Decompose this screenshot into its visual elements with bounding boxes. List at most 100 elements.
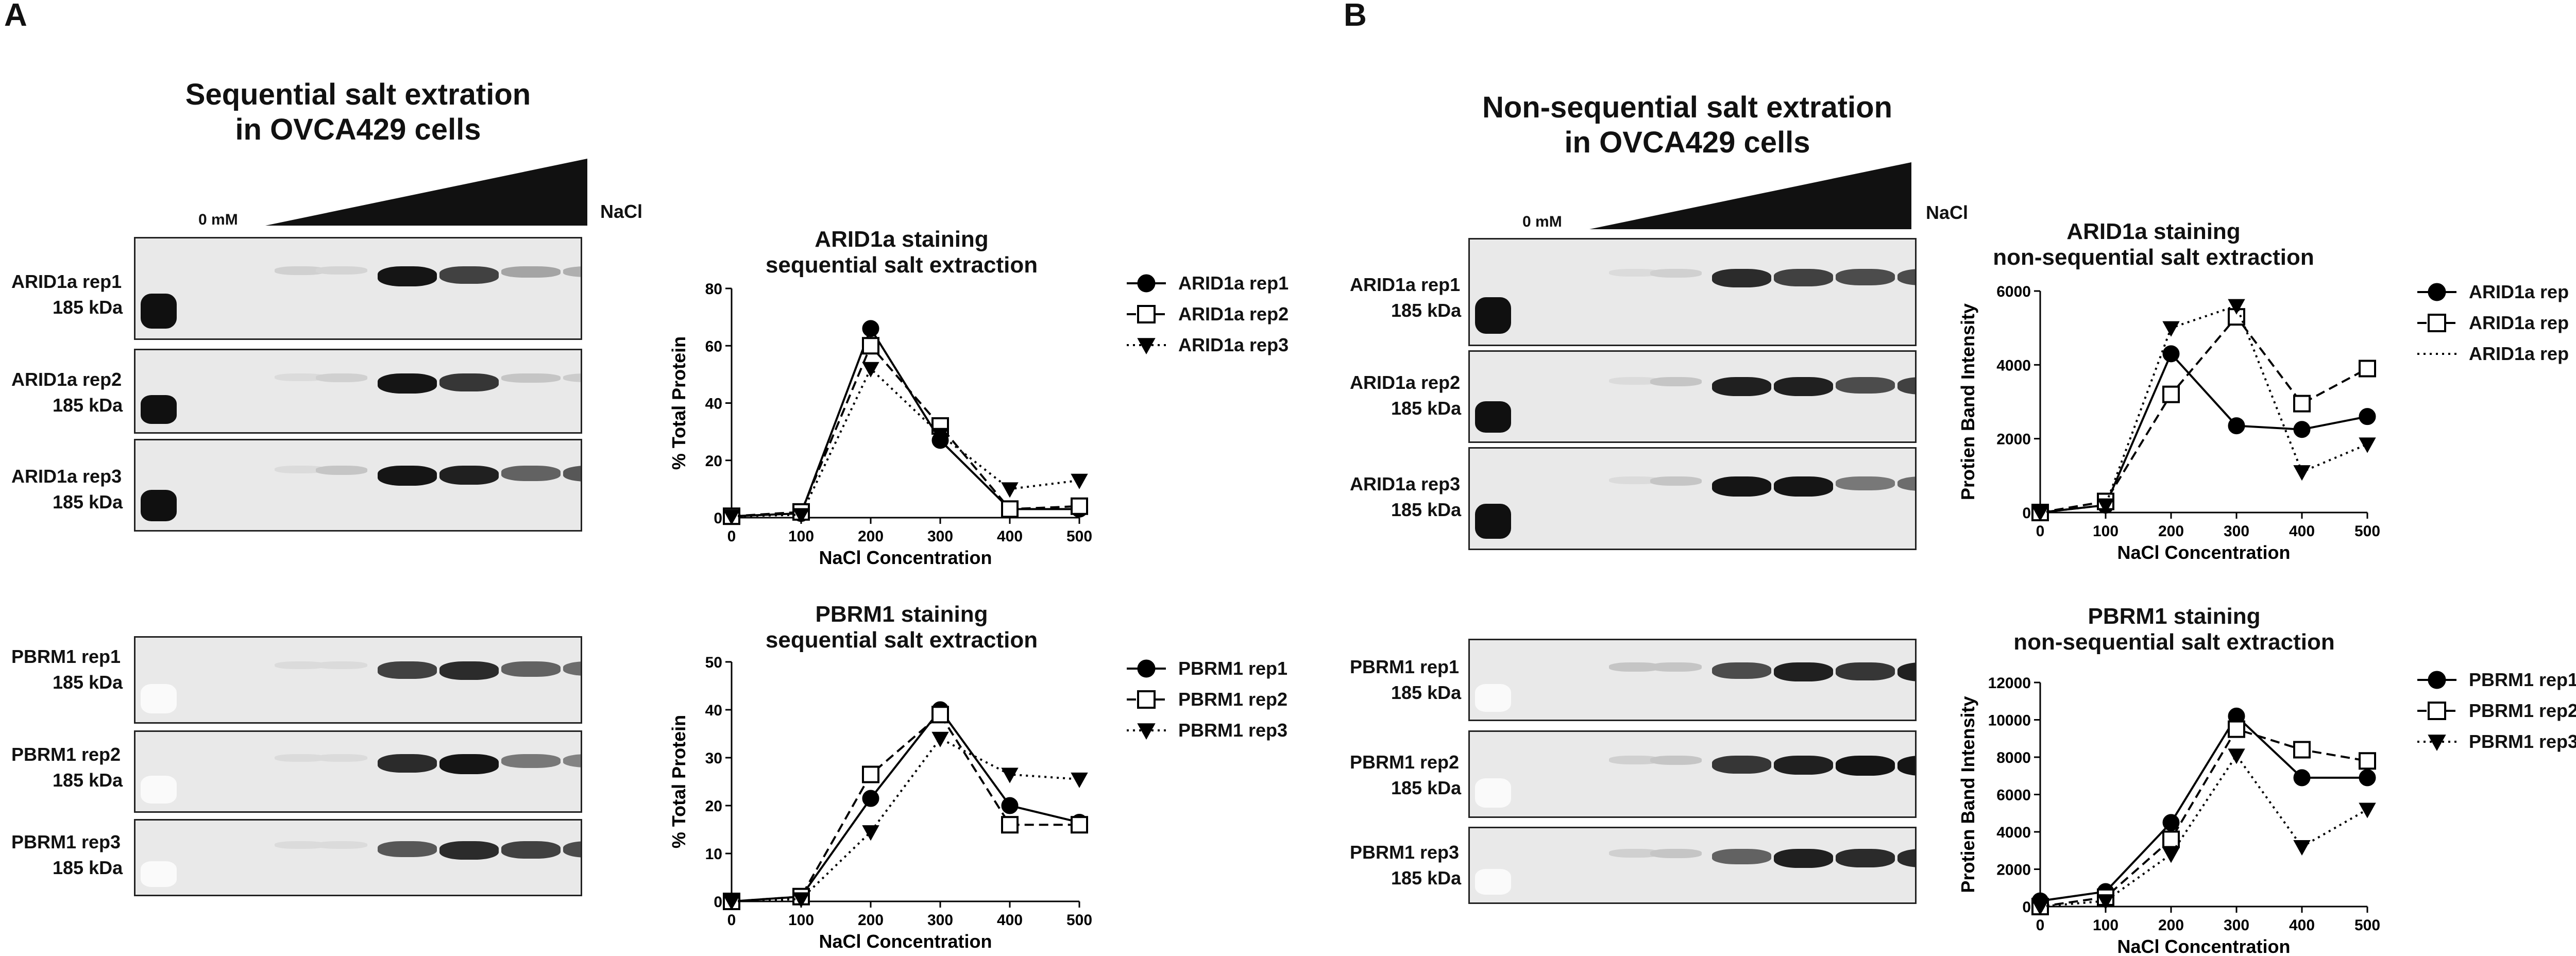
data-point-triangle — [2228, 299, 2245, 315]
western-blot-b-5 — [1468, 730, 1917, 818]
line-chart-arid1a-sequential: 0 20 40 60 80 0 100 200 300 400 500 NaCl Concentrat… — [668, 281, 1092, 568]
y-tick-label: 10000 — [1988, 712, 2031, 729]
legend-swatch — [1127, 723, 1166, 740]
y-tick-label: 50 — [705, 654, 722, 671]
blot-label-b-6: PBRM1 rep3 185 kDa — [1350, 840, 1461, 891]
legend-label: PBRM1 rep3 — [2469, 731, 2576, 752]
x-tick-label: 300 — [2224, 917, 2249, 934]
blot-band — [1650, 377, 1702, 386]
blot-name: ARID1a rep3 — [1350, 473, 1461, 494]
zero-mm-label-a: 0 mM — [198, 211, 238, 228]
legend-item: PBRM1 rep3 — [2416, 726, 2576, 757]
blot-band — [501, 466, 561, 481]
legend-label: ARID1a rep3 — [1178, 334, 1289, 355]
chart-2-title-line1: PBRM1 staining — [815, 602, 988, 627]
data-point-square — [2293, 741, 2311, 759]
data-point-square — [1001, 500, 1019, 518]
blot-band — [1774, 849, 1833, 868]
data-point-square — [1137, 305, 1156, 323]
x-tick-label: 100 — [788, 912, 814, 929]
blot-band — [439, 754, 499, 774]
blot-label-b-4: PBRM1 rep1 185 kDa — [1350, 654, 1461, 706]
series-line-3 — [2040, 304, 2368, 514]
panel-b-title-line1: Non-sequential salt extration — [1482, 91, 1893, 124]
data-point-triangle — [931, 428, 949, 443]
y-tick-label: 20 — [705, 453, 722, 470]
ladder-band — [1475, 504, 1511, 539]
blot-band — [378, 754, 437, 773]
data-point-square — [2359, 752, 2376, 770]
legend-swatch — [2417, 353, 2456, 355]
blot-band — [1609, 662, 1660, 672]
x-tick-label: 400 — [997, 912, 1023, 929]
x-tick-label: 500 — [2354, 523, 2380, 540]
blot-band — [1774, 756, 1833, 775]
x-axis-label: NaCl Concentration — [819, 931, 992, 952]
western-blot-a-2 — [134, 349, 582, 434]
x-tick-label: 300 — [927, 912, 953, 929]
chart-2-title-line2: sequential salt extraction — [765, 627, 1038, 653]
western-blot-a-6 — [134, 819, 582, 896]
legend-item: PBRM1 rep1 — [1126, 653, 1287, 684]
data-point-circle — [862, 790, 879, 807]
blot-name: PBRM1 rep1 — [11, 646, 121, 667]
blot-band — [1650, 476, 1702, 486]
series-line-2 — [2040, 728, 2368, 908]
nacl-label-b: NaCl — [1926, 202, 1969, 223]
panel-letter-a: A — [4, 0, 27, 33]
blot-band — [275, 373, 326, 382]
y-tick-label: 10 — [705, 846, 722, 863]
legend-label: PBRM1 rep2 — [1178, 689, 1288, 710]
blot-band — [1774, 377, 1833, 397]
blot-band — [563, 661, 581, 676]
data-point-circle — [2428, 671, 2446, 689]
x-tick-label: 500 — [1066, 912, 1092, 929]
series-line-3 — [731, 737, 1080, 902]
data-point-circle — [2293, 769, 2311, 787]
blot-name: PBRM1 rep2 — [1350, 752, 1460, 773]
western-blot-b-2 — [1468, 350, 1917, 443]
x-tick-label: 200 — [858, 912, 884, 929]
y-tick-label: 4000 — [1996, 357, 2031, 374]
data-point-triangle — [1001, 767, 1019, 783]
data-point-triangle — [2162, 321, 2180, 337]
chart-1-title: ARID1a staining sequential salt extractio… — [721, 227, 1082, 278]
x-tick-label: 500 — [2354, 917, 2380, 934]
blot-band — [378, 841, 437, 857]
x-axis-label: NaCl Concentration — [2117, 936, 2290, 956]
data-point-triangle — [2293, 465, 2311, 481]
series-line-2 — [731, 713, 1079, 902]
panel-b-title-line2: in OVCA429 cells — [1564, 126, 1810, 159]
data-point-triangle — [2097, 498, 2114, 514]
blot-label-b-2: ARID1a rep2 185 kDa — [1350, 370, 1461, 421]
blot-band — [1650, 849, 1702, 858]
legend-chart-1: ARID1a rep1 ARID1a rep2 ARID1a rep3 — [1126, 268, 1289, 361]
y-tick-label: 0 — [714, 510, 722, 527]
chart-3-title: ARID1a staining non-sequential salt extra… — [1942, 219, 2365, 270]
y-axis-label: Protien Band Intensity — [1957, 303, 1978, 500]
legend-label: PBRM1 rep2 — [2469, 700, 2576, 721]
blot-band — [439, 266, 499, 284]
blot-band — [1609, 849, 1660, 858]
panel-a-title-line2: in OVCA429 cells — [235, 113, 481, 146]
data-point-square — [2428, 702, 2446, 720]
data-point-square — [1001, 816, 1019, 834]
blot-band — [501, 841, 561, 859]
chart-3-title-line1: ARID1a staining — [2066, 219, 2241, 244]
legend-swatch — [2417, 283, 2456, 301]
y-tick-label: 30 — [705, 750, 722, 767]
series-line-1 — [731, 708, 1080, 902]
blot-band — [378, 373, 437, 394]
blot-band — [275, 266, 326, 275]
ladder-band — [141, 861, 177, 887]
blot-label-a-4: PBRM1 rep1 185 kDa — [11, 644, 123, 695]
blot-band — [1650, 269, 1702, 278]
data-point-triangle — [1001, 482, 1019, 498]
legend-item: PBRM1 rep2 — [1126, 684, 1287, 715]
panel-b-title: Non-sequential salt extration in OVCA429… — [1443, 90, 1932, 160]
legend-swatch — [1127, 305, 1166, 323]
blot-band — [1836, 476, 1895, 490]
y-tick-label: 12000 — [1988, 675, 2031, 692]
series-line-1 — [731, 326, 1079, 518]
blot-label-a-2: ARID1a rep2 185 kDa — [11, 367, 123, 418]
